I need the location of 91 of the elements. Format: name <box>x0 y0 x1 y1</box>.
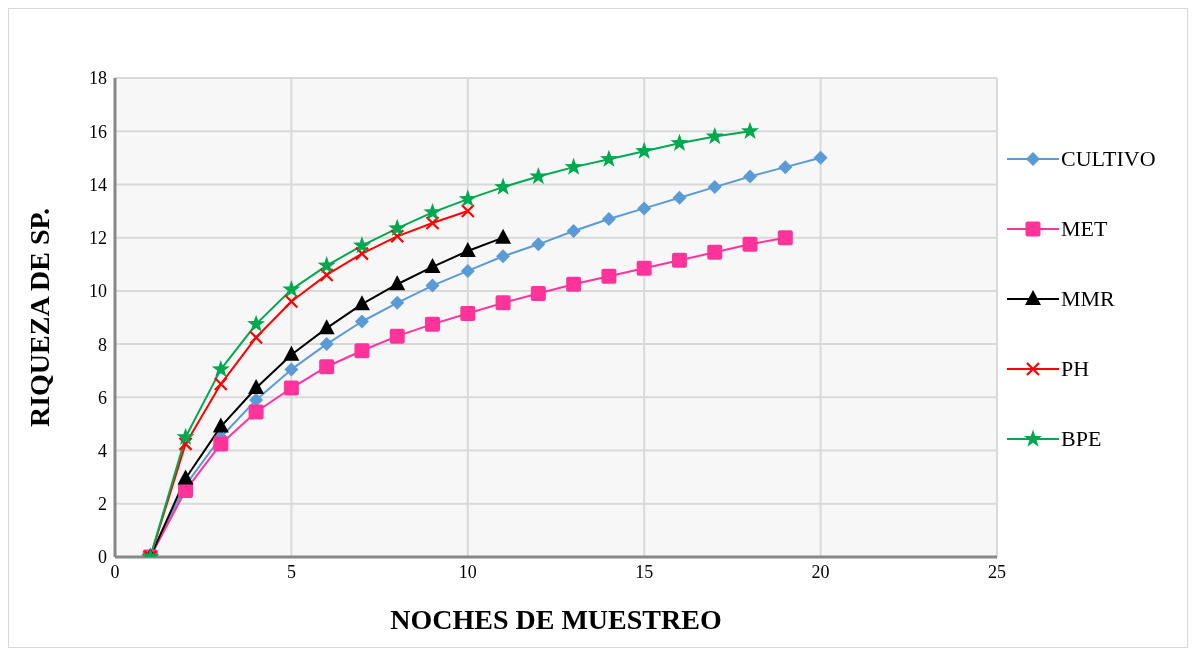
point <box>389 275 406 291</box>
point <box>566 276 582 292</box>
point <box>531 237 546 252</box>
point <box>601 268 617 284</box>
x-axis-title: NOCHES DE MUESTREO <box>390 604 722 635</box>
point <box>425 316 441 332</box>
point <box>423 202 442 221</box>
point <box>705 127 724 145</box>
y-tick-label: 16 <box>89 121 107 142</box>
point <box>213 376 228 392</box>
point <box>283 380 299 396</box>
point <box>425 278 440 293</box>
point <box>354 343 370 359</box>
point <box>247 314 266 332</box>
point <box>317 256 336 274</box>
y-tick-label: 0 <box>98 547 107 568</box>
point <box>425 215 440 231</box>
point <box>248 404 264 420</box>
point <box>178 436 193 451</box>
point <box>672 190 687 205</box>
point <box>566 224 581 239</box>
point <box>777 230 793 246</box>
legend-label: MMR <box>1061 286 1115 312</box>
y-tick-label: 18 <box>89 68 107 89</box>
point <box>495 295 511 311</box>
point <box>390 229 405 244</box>
y-tick-label: 6 <box>98 387 107 408</box>
y-tick-label: 14 <box>89 174 107 195</box>
point <box>460 203 475 219</box>
point <box>283 345 300 361</box>
point <box>319 359 335 375</box>
point <box>670 133 689 151</box>
point <box>213 436 229 452</box>
point <box>390 295 405 310</box>
point <box>389 328 405 344</box>
x-tick-label: 15 <box>635 561 654 582</box>
point <box>637 201 652 216</box>
y-tick-label: 10 <box>89 281 107 302</box>
point <box>284 294 299 309</box>
point <box>249 330 264 345</box>
point <box>354 314 369 329</box>
point <box>318 319 335 335</box>
point <box>599 149 618 167</box>
point <box>707 180 722 195</box>
legend-label: BPE <box>1061 426 1102 452</box>
point <box>742 236 758 252</box>
legend-label: MET <box>1061 216 1108 242</box>
point <box>212 417 229 433</box>
point <box>176 427 195 445</box>
y-tick-label: 4 <box>98 440 107 461</box>
y-tick-label: 8 <box>98 334 107 355</box>
point <box>529 166 548 185</box>
point <box>177 469 194 485</box>
x-tick-label: 20 <box>811 561 830 582</box>
point <box>635 141 654 159</box>
x-tick-label: 5 <box>286 561 296 582</box>
x-tick-label: 10 <box>458 561 477 582</box>
y-axis-title: RIQUEZA DE SP. <box>23 207 55 428</box>
point <box>813 150 828 165</box>
point <box>354 246 370 261</box>
point <box>319 337 334 352</box>
point <box>284 362 299 377</box>
legend-label: PH <box>1061 356 1090 382</box>
y-tick-label: 2 <box>98 494 107 515</box>
point <box>671 252 687 268</box>
point <box>424 257 441 273</box>
point <box>707 244 723 260</box>
point <box>743 169 758 184</box>
point <box>636 260 652 276</box>
point <box>388 218 407 237</box>
point <box>564 157 583 175</box>
point <box>319 267 334 283</box>
point <box>495 228 512 244</box>
point <box>460 306 476 322</box>
point <box>352 236 371 254</box>
point <box>741 121 760 139</box>
point <box>530 286 546 302</box>
y-tick-label: 12 <box>89 228 107 249</box>
point <box>458 189 477 207</box>
point <box>178 482 194 498</box>
point <box>282 280 301 298</box>
point <box>353 295 370 311</box>
point <box>211 359 230 378</box>
x-tick-label: 25 <box>988 561 1006 582</box>
point <box>601 212 616 227</box>
point <box>778 160 793 175</box>
legend-label: CULTIVO <box>1061 146 1156 172</box>
point <box>496 249 511 264</box>
point <box>460 263 475 278</box>
point <box>459 241 476 257</box>
point <box>248 379 265 395</box>
